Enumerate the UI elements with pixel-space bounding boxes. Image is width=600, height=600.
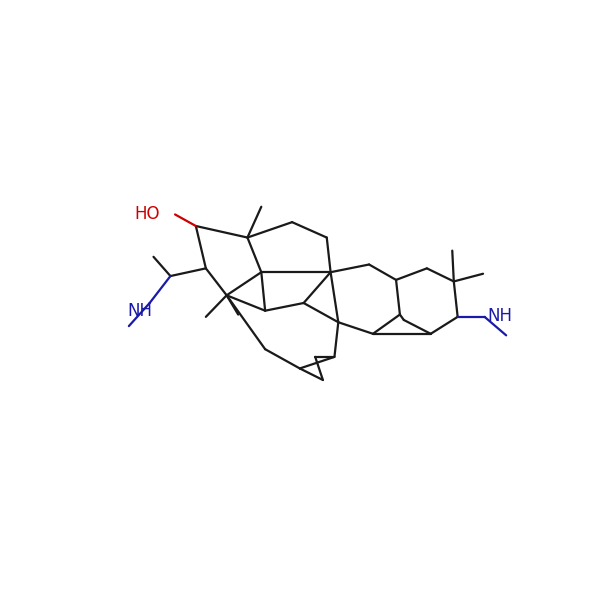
Text: NH: NH: [127, 302, 152, 320]
Text: HO: HO: [134, 205, 160, 223]
Text: NH: NH: [487, 307, 512, 325]
